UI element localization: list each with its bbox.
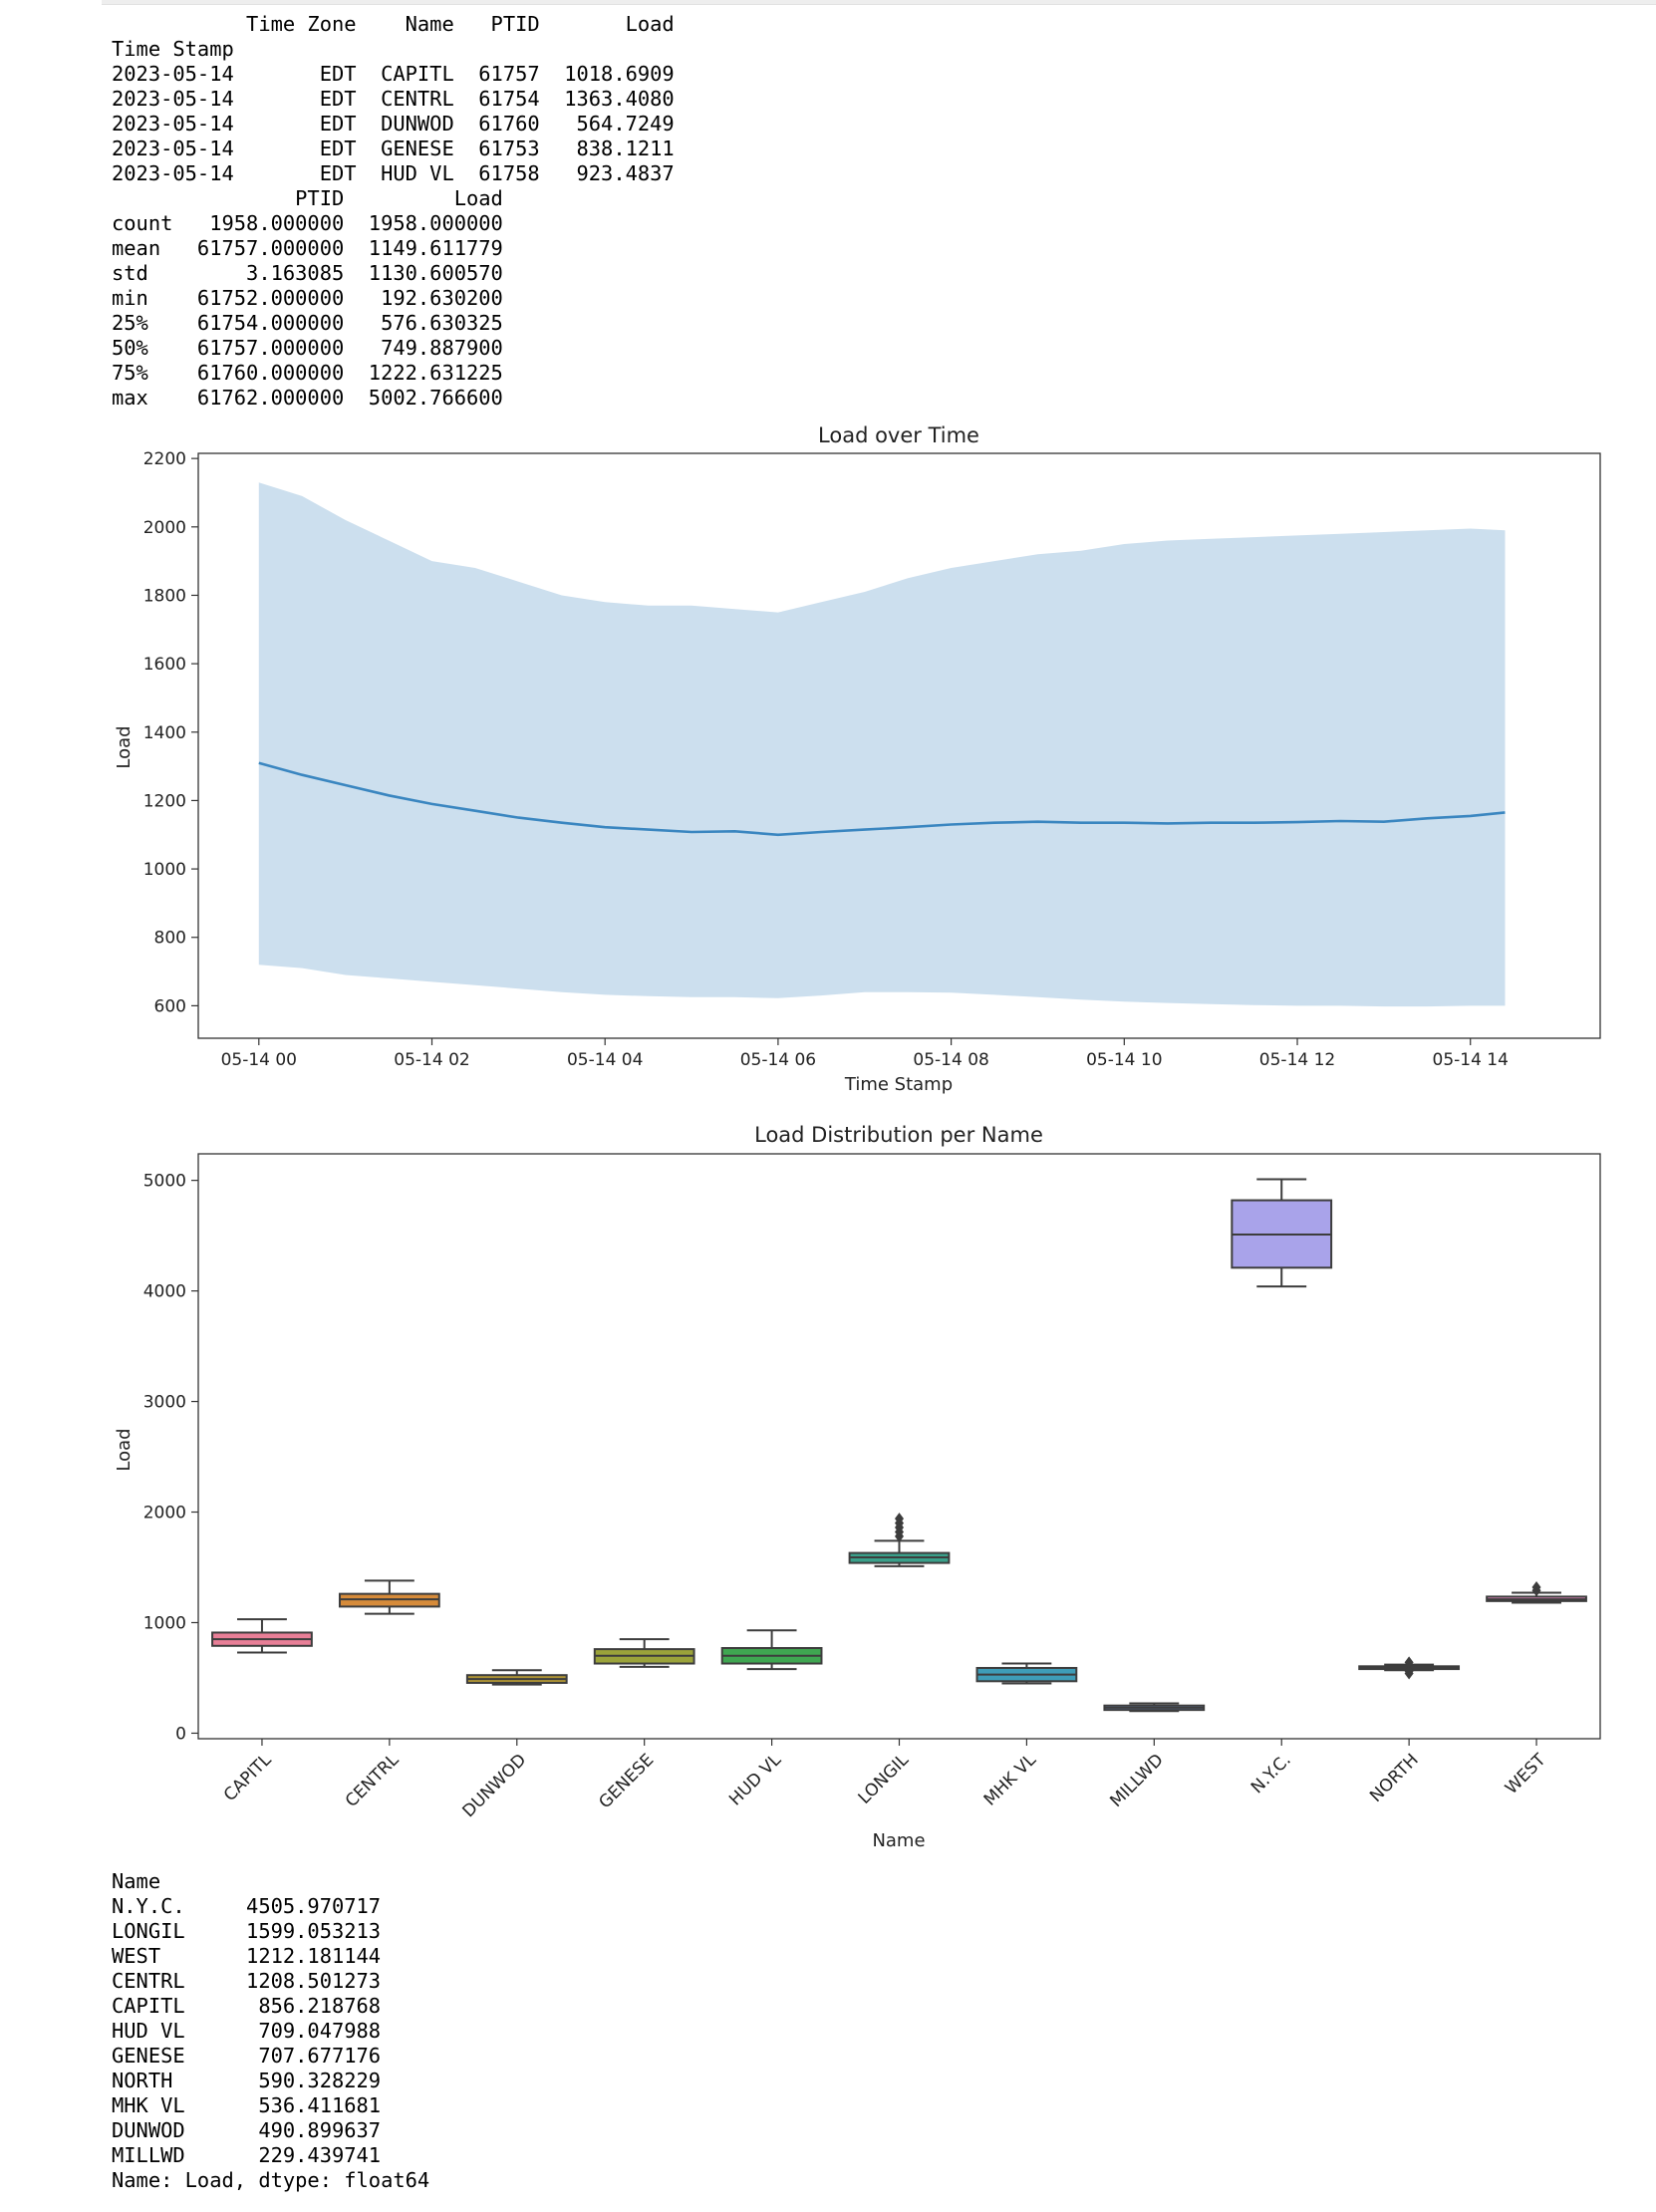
y-tick-label: 2200 [143, 449, 186, 469]
x-tick-label: DUNWOD [459, 1750, 531, 1821]
x-tick-label: 05-14 00 [221, 1050, 297, 1070]
mean-load-per-name-output: Name N.Y.C. 4505.970717 LONGIL 1599.0532… [112, 1869, 429, 2193]
box-dunwod [465, 1669, 568, 1686]
x-tick-label: 05-14 04 [567, 1050, 643, 1070]
outlier-point [1531, 1580, 1541, 1593]
output-line: CAPITL 856.218768 [112, 1994, 382, 2018]
chart-title: Load Distribution per Name [754, 1123, 1043, 1147]
y-tick-label: 1400 [143, 723, 186, 743]
outlier-point [895, 1513, 904, 1525]
x-tick-label: MILLWD [1106, 1750, 1167, 1810]
output-line: 25% 61754.000000 576.630325 [112, 311, 503, 335]
box-capitl [211, 1618, 313, 1654]
output-line: LONGIL 1599.053213 [112, 1919, 382, 1943]
y-tick-label: 1600 [143, 655, 186, 675]
y-tick-label: 0 [175, 1724, 186, 1744]
output-line: mean 61757.000000 1149.611779 [112, 236, 503, 260]
mean-load-line [258, 761, 1506, 837]
x-tick-label: CENTRL [342, 1750, 404, 1811]
x-tick-label: 05-14 12 [1259, 1050, 1335, 1070]
x-axis-label: Name [872, 1830, 925, 1851]
output-line: DUNWOD 490.899637 [112, 2118, 382, 2142]
y-tick-label: 800 [154, 929, 186, 949]
box-mhk-vl [975, 1662, 1078, 1685]
plot-area [197, 1153, 1601, 1740]
outlier-point [1404, 1665, 1414, 1678]
output-line: 2023-05-14 EDT HUD VL 61758 923.4837 [112, 161, 675, 185]
x-tick-label: N.Y.C. [1247, 1750, 1295, 1797]
x-tick-label: 05-14 08 [913, 1050, 988, 1070]
output-line: 50% 61757.000000 749.887900 [112, 336, 503, 360]
box-n-y-c- [1231, 1178, 1333, 1288]
output-line: Name: Load, dtype: float64 [112, 2168, 430, 2192]
x-tick-label: HUD VL [725, 1750, 785, 1809]
y-tick-label: 2000 [143, 1504, 186, 1523]
y-tick-label: 3000 [143, 1393, 186, 1413]
load-over-time-chart: Load over Time 05-14 00 05-14 02 05-14 04 0… [114, 423, 1601, 1095]
y-tick-label: 1200 [143, 791, 186, 811]
plot-marks [211, 1178, 1587, 1713]
box-centrl [338, 1579, 440, 1615]
y-axis-label: Load [114, 1428, 135, 1471]
output-line: GENESE 707.677176 [112, 2044, 382, 2068]
cell-top-border [102, 0, 1656, 5]
x-tick-label: 05-14 06 [740, 1050, 816, 1070]
x-tick-label: CAPITL [220, 1750, 276, 1805]
x-tick-label: WEST [1502, 1750, 1550, 1798]
outlier-point [1404, 1656, 1414, 1669]
x-axis-label: Time Stamp [844, 1074, 953, 1095]
output-line: Name [112, 1869, 161, 1893]
x-tick-label: 05-14 14 [1433, 1050, 1509, 1070]
y-tick-label: 1800 [143, 586, 186, 606]
chart-title: Load over Time [818, 423, 979, 447]
output-line: MHK VL 536.411681 [112, 2093, 382, 2117]
output-line: Time Stamp [112, 37, 234, 61]
output-line: NORTH 590.328229 [112, 2069, 382, 2092]
output-line: Time Zone Name PTID Load [112, 12, 675, 36]
y-tick-label: 4000 [143, 1282, 186, 1302]
y-tick-label: 1000 [143, 1613, 186, 1633]
confidence-band [258, 482, 1506, 1007]
output-line: min 61752.000000 192.630200 [112, 286, 503, 310]
output-line: PTID Load [112, 186, 503, 210]
plot-marks [258, 482, 1506, 1007]
output-line: 2023-05-14 EDT GENESE 61753 838.1211 [112, 137, 675, 160]
box-north [1358, 1656, 1461, 1680]
output-line: 2023-05-14 EDT DUNWOD 61760 564.7249 [112, 112, 675, 136]
output-line: 75% 61760.000000 1222.631225 [112, 361, 503, 385]
y-tick-label: 5000 [143, 1172, 186, 1192]
output-line: CENTRL 1208.501273 [112, 1969, 382, 1993]
axes: 05-14 00 05-14 02 05-14 04 05-14 06 05-14 08… [143, 449, 1509, 1070]
output-line: MILLWD 229.439741 [112, 2143, 382, 2167]
load-distribution-boxplot: Load Distribution per Name CAPITL CENTRL D… [114, 1123, 1601, 1851]
y-tick-label: 600 [154, 996, 186, 1016]
x-tick-label: LONGIL [855, 1750, 914, 1808]
x-tick-label: MHK VL [980, 1750, 1041, 1810]
dataframe-head-and-describe-output: Time Zone Name PTID Load Time Stamp 2023… [112, 12, 675, 411]
box-west [1486, 1580, 1587, 1604]
y-axis-label: Load [114, 725, 135, 768]
box-genese [593, 1638, 695, 1668]
x-tick-label: 05-14 02 [394, 1050, 469, 1070]
output-line: WEST 1212.181144 [112, 1944, 382, 1968]
box-millwd [1103, 1702, 1206, 1713]
output-line: std 3.163085 1130.600570 [112, 261, 503, 285]
box-longil [848, 1513, 951, 1567]
box-hud-vl [720, 1629, 823, 1671]
output-line: 2023-05-14 EDT CAPITL 61757 1018.6909 [112, 62, 675, 86]
output-line: count 1958.000000 1958.000000 [112, 211, 503, 235]
output-line: 2023-05-14 EDT CENTRL 61754 1363.4080 [112, 87, 675, 111]
x-tick-label: NORTH [1366, 1750, 1422, 1805]
output-line: HUD VL 709.047988 [112, 2019, 382, 2043]
output-line: N.Y.C. 4505.970717 [112, 1894, 382, 1918]
x-tick-label: GENESE [595, 1750, 658, 1812]
x-tick-label: 05-14 10 [1086, 1050, 1162, 1070]
output-line: max 61762.000000 5002.766600 [112, 386, 503, 410]
y-tick-label: 1000 [143, 860, 186, 880]
y-tick-label: 2000 [143, 518, 186, 538]
